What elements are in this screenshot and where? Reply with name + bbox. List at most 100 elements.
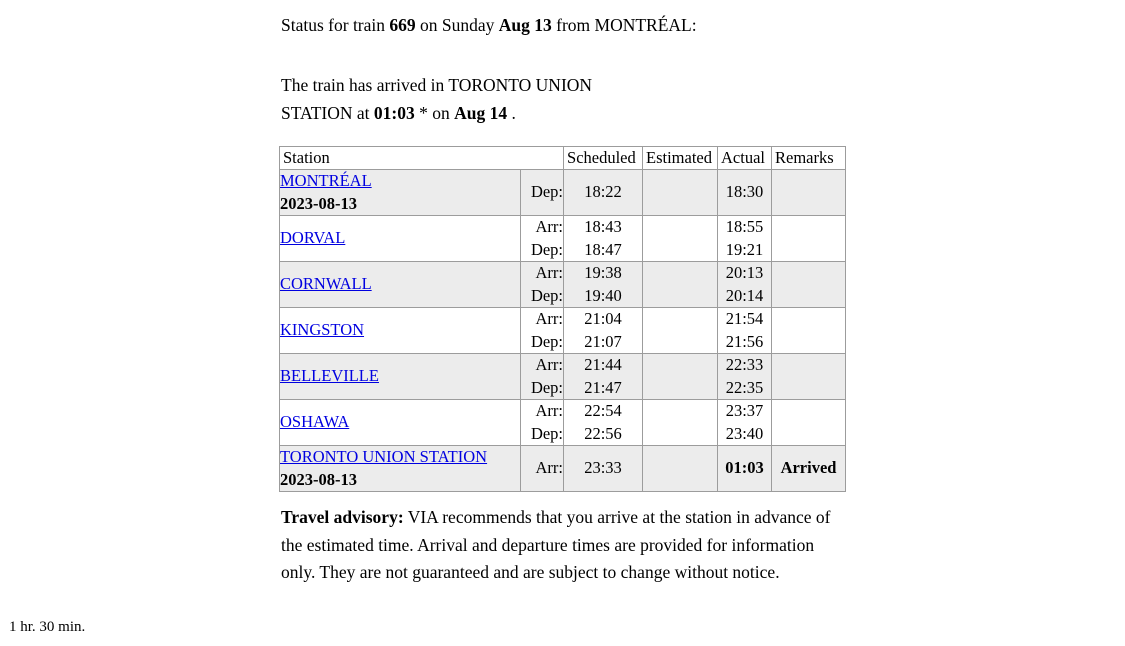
actual-time: 01:03 [725, 458, 764, 478]
actual-cell: 21:54 21:56 [717, 307, 773, 354]
arr-dep-label: Dep: [530, 239, 564, 259]
scheduled-cell: 22:54 22:56 [563, 399, 644, 446]
remarks-cell [771, 353, 847, 400]
travel-advisory-text: VIA recommends that you arrive at the st… [281, 507, 831, 582]
estimated-cell [642, 169, 719, 216]
table-row: OSHAWA Arr: Dep: 22:54 22:56 23:37 23:40 [279, 399, 847, 446]
estimated-cell [642, 353, 719, 400]
header-scheduled: Scheduled [563, 146, 644, 170]
station-cell: KINGSTON [279, 307, 521, 354]
status-prefix: Status for train [281, 15, 390, 35]
scheduled-time: 21:47 [584, 377, 622, 397]
arr-dep-label: Dep: [530, 331, 564, 351]
estimated-cell [642, 307, 719, 354]
arrival-line2-prefix: STATION at [281, 103, 374, 123]
header-estimated: Estimated [642, 146, 719, 170]
station-link[interactable]: OSHAWA [280, 412, 350, 432]
train-status-table: Station Scheduled Estimated Actual Remar… [278, 146, 847, 492]
scheduled-cell: 21:04 21:07 [563, 307, 644, 354]
table-body: MONTRÉAL 2023-08-13 Dep: 18:22 18:30 DORVAL Ar… [279, 169, 847, 492]
arr-dep-label: Arr: [535, 217, 564, 236]
remarks-cell: Arrived [771, 445, 847, 492]
actual-cell: 18:55 19:21 [717, 215, 773, 262]
scheduled-cell: 18:43 18:47 [563, 215, 644, 262]
arr-dep-label: Dep: [530, 423, 564, 443]
actual-time: 18:30 [725, 182, 764, 202]
actual-time: 23:40 [725, 423, 764, 443]
actual-time: 22:33 [725, 355, 764, 374]
station-link[interactable]: DORVAL [280, 228, 346, 248]
duration-note: 1 hr. 30 min. [9, 619, 86, 635]
table-header-row: Station Scheduled Estimated Actual Remar… [278, 146, 847, 170]
status-suffix: from MONTRÉAL: [551, 15, 697, 35]
scheduled-time: 19:40 [584, 285, 622, 305]
scheduled-cell: 21:44 21:47 [563, 353, 644, 400]
station-link[interactable]: BELLEVILLE [280, 366, 379, 386]
arrival-time: 01:03 [373, 103, 415, 123]
station-date: 2023-08-13 [280, 469, 357, 489]
station-cell: CORNWALL [279, 261, 521, 308]
estimated-cell [642, 261, 719, 308]
arr-dep-label: Arr: [535, 355, 564, 374]
scheduled-time: 21:07 [584, 331, 622, 351]
header-actual: Actual [717, 146, 773, 170]
arr-dep-cell: Dep: [519, 169, 565, 216]
header-remarks: Remarks [771, 146, 847, 170]
arr-dep-label: Dep: [530, 377, 564, 397]
arr-dep-label: Arr: [535, 401, 564, 420]
station-link[interactable]: CORNWALL [280, 274, 372, 294]
actual-time: 21:54 [725, 309, 764, 328]
arrival-date: Aug 14 [454, 103, 508, 123]
arrival-line1: The train has arrived in TORONTO UNION [281, 75, 593, 95]
arr-dep-label: Dep: [530, 285, 564, 305]
arr-dep-label: Arr: [535, 263, 564, 282]
scheduled-time: 21:44 [584, 355, 622, 374]
table-row: TORONTO UNION STATION 2023-08-13 Arr: 23:33… [279, 445, 847, 492]
actual-cell: 18:30 [717, 169, 773, 216]
arr-dep-label: Dep: [530, 182, 564, 202]
status-line: Status for train 669 on Sunday Aug 13 fr… [281, 13, 697, 37]
station-link[interactable]: MONTRÉAL [280, 171, 372, 190]
scheduled-time: 18:43 [584, 217, 622, 236]
scheduled-time: 21:04 [584, 309, 622, 328]
actual-time: 20:14 [725, 285, 764, 305]
arr-dep-label: Arr: [535, 458, 564, 478]
status-mid: on Sunday [415, 15, 499, 35]
travel-advisory-label: Travel advisory: [281, 507, 404, 527]
remarks-cell [771, 215, 847, 262]
actual-time: 19:21 [725, 239, 764, 259]
scheduled-time: 18:22 [584, 182, 622, 202]
actual-time: 22:35 [725, 377, 764, 397]
arrival-suffix: . [507, 103, 516, 123]
travel-advisory: Travel advisory: VIA recommends that you… [281, 504, 835, 587]
estimated-cell [642, 445, 719, 492]
arr-dep-cell: Arr: [519, 445, 565, 492]
scheduled-cell: 19:38 19:40 [563, 261, 644, 308]
arrival-mid: * on [414, 103, 455, 123]
arr-dep-cell: Arr: Dep: [519, 399, 565, 446]
arr-dep-cell: Arr: Dep: [519, 307, 565, 354]
actual-time: 23:37 [725, 401, 764, 420]
estimated-cell [642, 215, 719, 262]
actual-time: 18:55 [725, 217, 764, 236]
station-cell: DORVAL [279, 215, 521, 262]
scheduled-cell: 18:22 [563, 169, 644, 216]
table-row: KINGSTON Arr: Dep: 21:04 21:07 21:54 21:56 [279, 307, 847, 354]
actual-time: 21:56 [725, 331, 764, 351]
remarks-cell [771, 399, 847, 446]
scheduled-time: 22:54 [584, 401, 622, 420]
remarks-cell [771, 169, 847, 216]
table-row: CORNWALL Arr: Dep: 19:38 19:40 20:13 20:14 [279, 261, 847, 308]
actual-cell: 20:13 20:14 [717, 261, 773, 308]
station-date: 2023-08-13 [280, 193, 357, 213]
actual-cell: 23:37 23:40 [717, 399, 773, 446]
actual-time: 20:13 [725, 263, 764, 282]
station-link[interactable]: TORONTO UNION STATION [280, 447, 488, 466]
arrival-message: The train has arrived in TORONTO UNION ST… [281, 71, 592, 127]
station-cell: MONTRÉAL 2023-08-13 [279, 169, 521, 216]
station-link[interactable]: KINGSTON [280, 320, 365, 340]
header-station: Station [278, 146, 565, 170]
remarks-cell [771, 261, 847, 308]
actual-cell: 22:33 22:35 [717, 353, 773, 400]
